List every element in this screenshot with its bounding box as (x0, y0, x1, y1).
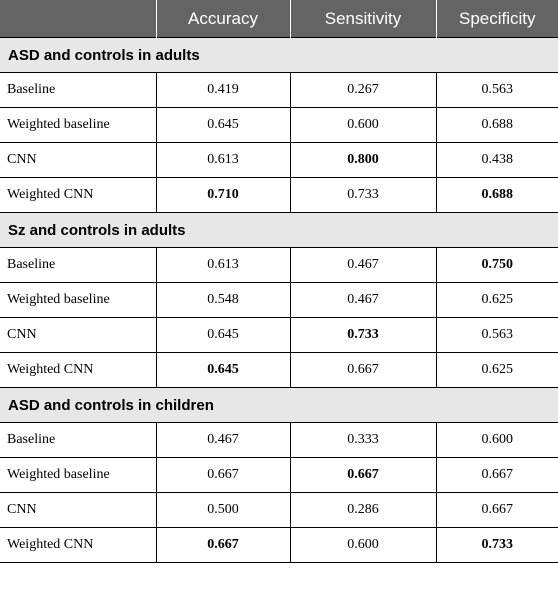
accuracy-cell: 0.645 (155, 317, 290, 353)
table-row: Baseline 0.613 0.467 0.750 (0, 247, 558, 283)
table-row: Baseline 0.467 0.333 0.600 (0, 422, 558, 458)
section-row: ASD and controls in children (0, 387, 558, 423)
specificity-cell: 0.438 (435, 142, 558, 178)
header-blank-cell (0, 0, 156, 38)
accuracy-cell: 0.467 (155, 422, 290, 458)
row-label: CNN (0, 317, 156, 353)
table-row: CNN 0.645 0.733 0.563 (0, 317, 558, 353)
specificity-cell: 0.688 (435, 177, 558, 213)
table-row: Weighted baseline 0.548 0.467 0.625 (0, 282, 558, 318)
accuracy-cell: 0.645 (155, 107, 290, 143)
header-row: Accuracy Sensitivity Specificity (0, 0, 558, 38)
accuracy-cell: 0.613 (155, 247, 290, 283)
section-title: ASD and controls in children (0, 387, 558, 423)
table-row: Weighted baseline 0.645 0.600 0.688 (0, 107, 558, 143)
specificity-cell: 0.563 (435, 317, 558, 353)
table-row: Weighted CNN 0.645 0.667 0.625 (0, 352, 558, 388)
row-label: Weighted CNN (0, 352, 156, 388)
accuracy-cell: 0.500 (155, 492, 290, 528)
specificity-cell: 0.625 (435, 352, 558, 388)
sensitivity-cell: 0.286 (289, 492, 436, 528)
accuracy-cell: 0.613 (155, 142, 290, 178)
specificity-cell: 0.733 (435, 527, 558, 563)
row-label: Weighted CNN (0, 527, 156, 563)
table-header: Accuracy Sensitivity Specificity (0, 0, 558, 38)
section-title: Sz and controls in adults (0, 212, 558, 248)
header-sensitivity: Sensitivity (289, 0, 436, 38)
specificity-cell: 0.750 (435, 247, 558, 283)
row-label: Weighted baseline (0, 457, 156, 493)
header-specificity: Specificity (435, 0, 558, 38)
row-label: Weighted CNN (0, 177, 156, 213)
header-accuracy: Accuracy (155, 0, 290, 38)
specificity-cell: 0.600 (435, 422, 558, 458)
sensitivity-cell: 0.267 (289, 72, 436, 108)
sensitivity-cell: 0.800 (289, 142, 436, 178)
specificity-cell: 0.625 (435, 282, 558, 318)
row-label: Baseline (0, 72, 156, 108)
sensitivity-cell: 0.667 (289, 352, 436, 388)
specificity-cell: 0.667 (435, 492, 558, 528)
section-row: ASD and controls in adults (0, 37, 558, 73)
sensitivity-cell: 0.600 (289, 527, 436, 563)
row-label: CNN (0, 492, 156, 528)
section-row: Sz and controls in adults (0, 212, 558, 248)
sensitivity-cell: 0.467 (289, 247, 436, 283)
results-table: Accuracy Sensitivity Specificity ASD and… (0, 0, 558, 563)
row-label: CNN (0, 142, 156, 178)
table-body: ASD and controls in adults Baseline 0.419 0… (0, 37, 558, 563)
row-label: Weighted baseline (0, 107, 156, 143)
accuracy-cell: 0.667 (155, 457, 290, 493)
sensitivity-cell: 0.667 (289, 457, 436, 493)
sensitivity-cell: 0.733 (289, 317, 436, 353)
row-label: Weighted baseline (0, 282, 156, 318)
sensitivity-cell: 0.733 (289, 177, 436, 213)
accuracy-cell: 0.710 (155, 177, 290, 213)
table-row: Weighted baseline 0.667 0.667 0.667 (0, 457, 558, 493)
specificity-cell: 0.688 (435, 107, 558, 143)
sensitivity-cell: 0.600 (289, 107, 436, 143)
accuracy-cell: 0.667 (155, 527, 290, 563)
table-row: Weighted CNN 0.667 0.600 0.733 (0, 527, 558, 563)
specificity-cell: 0.667 (435, 457, 558, 493)
table-row: Weighted CNN 0.710 0.733 0.688 (0, 177, 558, 213)
table-row: Baseline 0.419 0.267 0.563 (0, 72, 558, 108)
table-row: CNN 0.500 0.286 0.667 (0, 492, 558, 528)
accuracy-cell: 0.548 (155, 282, 290, 318)
sensitivity-cell: 0.467 (289, 282, 436, 318)
row-label: Baseline (0, 247, 156, 283)
section-title: ASD and controls in adults (0, 37, 558, 73)
specificity-cell: 0.563 (435, 72, 558, 108)
accuracy-cell: 0.419 (155, 72, 290, 108)
sensitivity-cell: 0.333 (289, 422, 436, 458)
row-label: Baseline (0, 422, 156, 458)
table-row: CNN 0.613 0.800 0.438 (0, 142, 558, 178)
accuracy-cell: 0.645 (155, 352, 290, 388)
